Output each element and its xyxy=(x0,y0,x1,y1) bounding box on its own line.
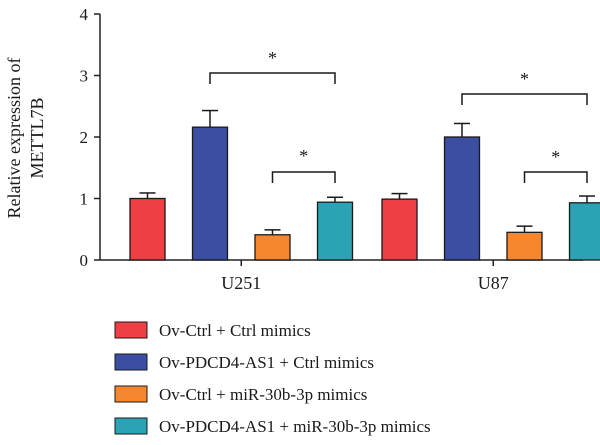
bars xyxy=(129,109,600,261)
bar xyxy=(316,201,354,261)
axes: 0 1 2 3 4 U251 U87 xyxy=(80,5,583,293)
y-tick-label: 0 xyxy=(80,251,89,270)
y-tick-label: 3 xyxy=(80,67,89,86)
y-tick-label: 4 xyxy=(80,5,89,24)
y-axis-title-line-1: Relative expression of xyxy=(4,58,24,219)
significance-bracket xyxy=(271,171,336,183)
significance-star: * xyxy=(551,147,560,167)
x-category-label: U251 xyxy=(221,273,261,293)
significance-star: * xyxy=(299,146,308,166)
bar xyxy=(568,202,600,261)
legend-swatch xyxy=(114,353,148,371)
bar xyxy=(129,197,166,261)
bar xyxy=(506,231,543,261)
significance-bracket xyxy=(209,72,336,84)
legend-swatch xyxy=(114,385,148,403)
significance-star: * xyxy=(520,69,529,89)
y-axis-title: Relative expression of METTL7B xyxy=(4,58,47,219)
bar xyxy=(254,234,291,261)
legend-label: Ov-Ctrl + miR-30b-3p mimics xyxy=(159,385,367,404)
legend-swatch xyxy=(114,321,148,339)
y-axis-title-line-2: METTL7B xyxy=(27,98,47,179)
x-category-label: U87 xyxy=(478,273,509,293)
bar xyxy=(191,126,229,261)
legend: Ov-Ctrl + Ctrl mimics Ov-PDCD4-AS1 + Ctrl… xyxy=(114,321,431,436)
legend-swatch xyxy=(114,417,148,435)
significance-bracket xyxy=(523,171,588,183)
legend-label: Ov-Ctrl + Ctrl mimics xyxy=(159,321,311,340)
bar xyxy=(381,198,418,261)
significance-star: * xyxy=(268,48,277,68)
legend-label: Ov-PDCD4-AS1 + Ctrl mimics xyxy=(159,353,374,372)
y-tick-label: 2 xyxy=(80,128,89,147)
legend-label: Ov-PDCD4-AS1 + miR-30b-3p mimics xyxy=(159,417,431,436)
significance-brackets: * * * * xyxy=(209,48,588,183)
significance-bracket xyxy=(461,93,588,105)
bar xyxy=(443,136,481,261)
y-tick-label: 1 xyxy=(80,190,89,209)
